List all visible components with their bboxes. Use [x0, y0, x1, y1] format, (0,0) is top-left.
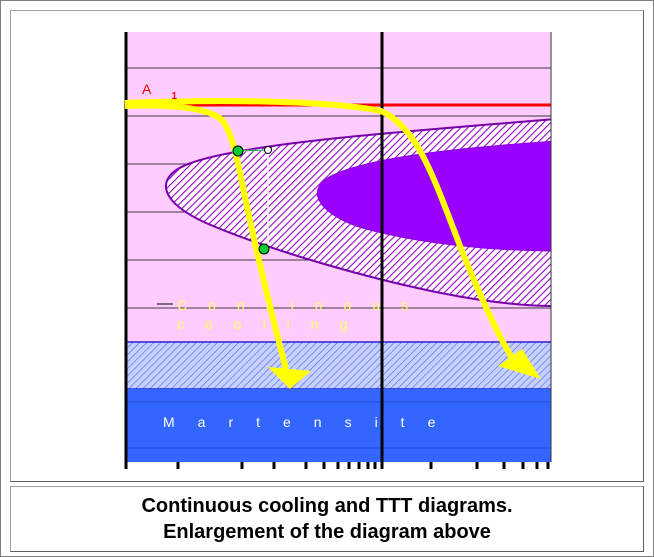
cooling-curve-fast-arrowhead	[268, 367, 311, 389]
ttt-diagram: A 1 Continous cooling Martensite	[124, 32, 552, 469]
martensite-label: Martensite	[163, 414, 458, 430]
a1-label: A 1	[142, 81, 177, 102]
caption-line-2: Enlargement of the diagram above	[163, 521, 491, 543]
cooling-curve-fast	[124, 102, 289, 370]
continous-cooling-label-line2: cooling	[177, 316, 368, 332]
martensite-band	[125, 389, 551, 462]
transformation-finish-curve	[316, 140, 551, 252]
cooling-curve-slow-arrowhead	[498, 349, 541, 379]
cooling-curve-slow	[124, 98, 524, 373]
start-marker-point	[232, 145, 244, 157]
caption-frame: Continuous cooling and TTT diagrams. Enl…	[10, 486, 644, 552]
finish-marker-point	[258, 243, 270, 255]
caption-line-1: Continuous cooling and TTT diagrams.	[141, 495, 513, 517]
martensite-transition-band	[125, 342, 551, 389]
reference-marker-point	[264, 146, 272, 154]
time-axis-ticks	[124, 462, 550, 469]
continous-cooling-label-line1: Continous	[177, 297, 429, 313]
diagram-frame: A 1 Continous cooling Martensite	[10, 10, 644, 482]
